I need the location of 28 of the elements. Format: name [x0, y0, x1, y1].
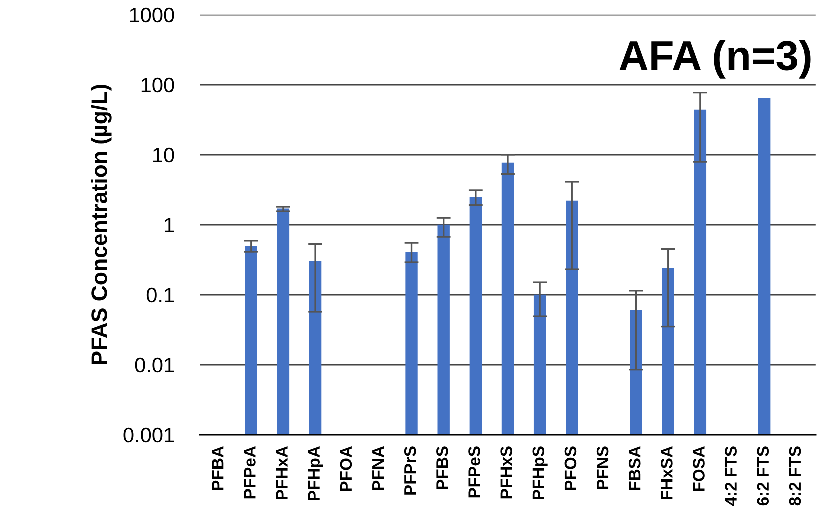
- x-tick-label: 4:2 FTS: [725, 446, 737, 506]
- x-tick-label: PFHxA: [276, 446, 288, 500]
- y-tick-label: 0.001: [124, 428, 174, 443]
- x-tick-label: FOSA: [693, 446, 705, 492]
- y-tick-label: 1000: [130, 8, 174, 23]
- y-axis-title: PFAS Concentration (µg/L): [91, 85, 112, 364]
- x-tick-label: FBSA: [628, 446, 641, 490]
- text: AFA (n=3): [620, 40, 811, 79]
- x-tick-label: PFBA: [212, 446, 224, 490]
- y-tick-label: 1: [165, 218, 174, 232]
- x-tick-label: PFPrS: [404, 446, 416, 495]
- y-tick-label: 100: [142, 78, 174, 93]
- x-tick-label: PFOA: [340, 446, 352, 492]
- y-tick-label: 0.1: [146, 288, 174, 303]
- x-tick-label: PFHpS: [532, 446, 548, 500]
- x-tick-label: PFHxS: [500, 446, 512, 499]
- x-tick-label: PFOS: [564, 446, 577, 490]
- x-tick-label: PFBS: [436, 446, 448, 490]
- y-tick-label: 10: [154, 148, 174, 163]
- x-tick-label: FHxSA: [661, 446, 673, 500]
- y-tick-label: 0.01: [135, 358, 174, 373]
- x-tick-label: PFHpA: [308, 446, 324, 500]
- x-tick-label: PFNS: [596, 446, 609, 490]
- x-tick-label: PFPeS: [468, 446, 480, 498]
- x-tick-label: PFNA: [372, 446, 384, 490]
- x-tick-label: 8:2 FTS: [789, 446, 802, 506]
- x-tick-label: 6:2 FTS: [757, 446, 770, 506]
- x-tick-label: PFPeA: [244, 446, 256, 499]
